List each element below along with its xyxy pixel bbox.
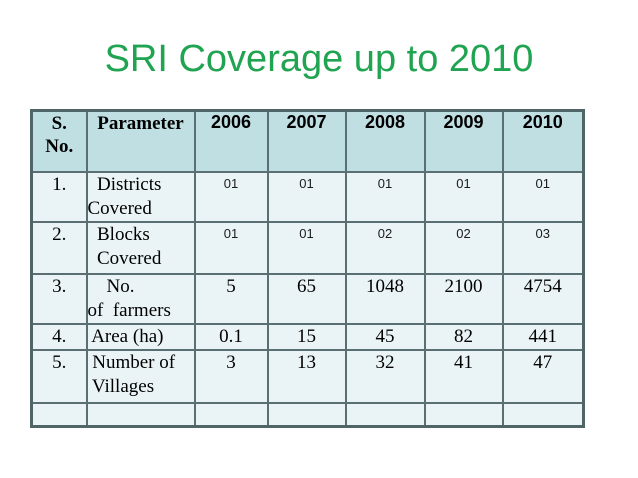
parameter-cell: Number of Villages [85,348,196,404]
value-cell: 01 [501,170,585,223]
value-cell: 02 [344,220,426,275]
value-cell: 13 [266,348,347,404]
parameter-cell [85,401,196,428]
value-cell: 41 [423,348,504,404]
row-number-cell: 4. [30,322,88,351]
table-row-empty [30,401,585,428]
value-cell [266,401,347,428]
value-cell [344,401,426,428]
table-row-number-of-villages: 5. Number of Villages 3 13 32 41 47 [30,348,585,404]
value-cell [501,401,585,428]
parameter-cell: Blocks Covered [85,220,196,275]
value-cell: 0.1 [193,322,269,351]
value-cell: 15 [266,322,347,351]
column-header-2006: 2006 [193,109,269,173]
value-cell: 45 [344,322,426,351]
row-number-cell [30,401,88,428]
value-cell: 01 [266,220,347,275]
value-cell: 2100 [423,272,504,325]
value-cell: 01 [193,220,269,275]
value-cell: 1048 [344,272,426,325]
parameter-cell: Districts Covered [85,170,196,223]
value-cell: 3 [193,348,269,404]
value-cell [423,401,504,428]
value-cell [193,401,269,428]
value-cell: 01 [193,170,269,223]
column-header-2009: 2009 [423,109,504,173]
value-cell: 01 [423,170,504,223]
table-row-districts-covered: 1. Districts Covered 01 01 01 01 01 [30,170,585,223]
page-title: SRI Coverage up to 2010 [104,38,534,80]
header-row: S. No. Parameter 2006 2007 2008 2009 201… [30,109,585,173]
value-cell: 4754 [501,272,585,325]
value-cell: 82 [423,322,504,351]
table-row-blocks-covered: 2. Blocks Covered 01 01 02 02 03 [30,220,585,275]
column-header-2008: 2008 [344,109,426,173]
table-row-area-ha: 4. Area (ha) 0.1 15 45 82 441 [30,322,585,351]
value-cell: 01 [266,170,347,223]
value-cell: 02 [423,220,504,275]
column-header-2010: 2010 [501,109,585,173]
coverage-table: S. No. Parameter 2006 2007 2008 2009 201… [30,108,585,429]
value-cell: 441 [501,322,585,351]
column-header-2007: 2007 [266,109,347,173]
value-cell: 03 [501,220,585,275]
parameter-cell: Area (ha) [85,322,196,351]
value-cell: 32 [344,348,426,404]
table-row-no-of-farmers: 3. No. of farmers 5 65 1048 2100 4754 [30,272,585,325]
slide: SRI Coverage up to 2010 S. No. Parameter… [0,38,638,478]
column-header-parameter: Parameter [85,109,196,173]
column-header-sno: S. No. [30,109,88,173]
value-cell: 01 [344,170,426,223]
row-number-cell: 3. [30,272,88,325]
row-number-cell: 1. [30,170,88,223]
parameter-cell: No. of farmers [85,272,196,325]
value-cell: 5 [193,272,269,325]
row-number-cell: 5. [30,348,88,404]
value-cell: 47 [501,348,585,404]
value-cell: 65 [266,272,347,325]
row-number-cell: 2. [30,220,88,275]
